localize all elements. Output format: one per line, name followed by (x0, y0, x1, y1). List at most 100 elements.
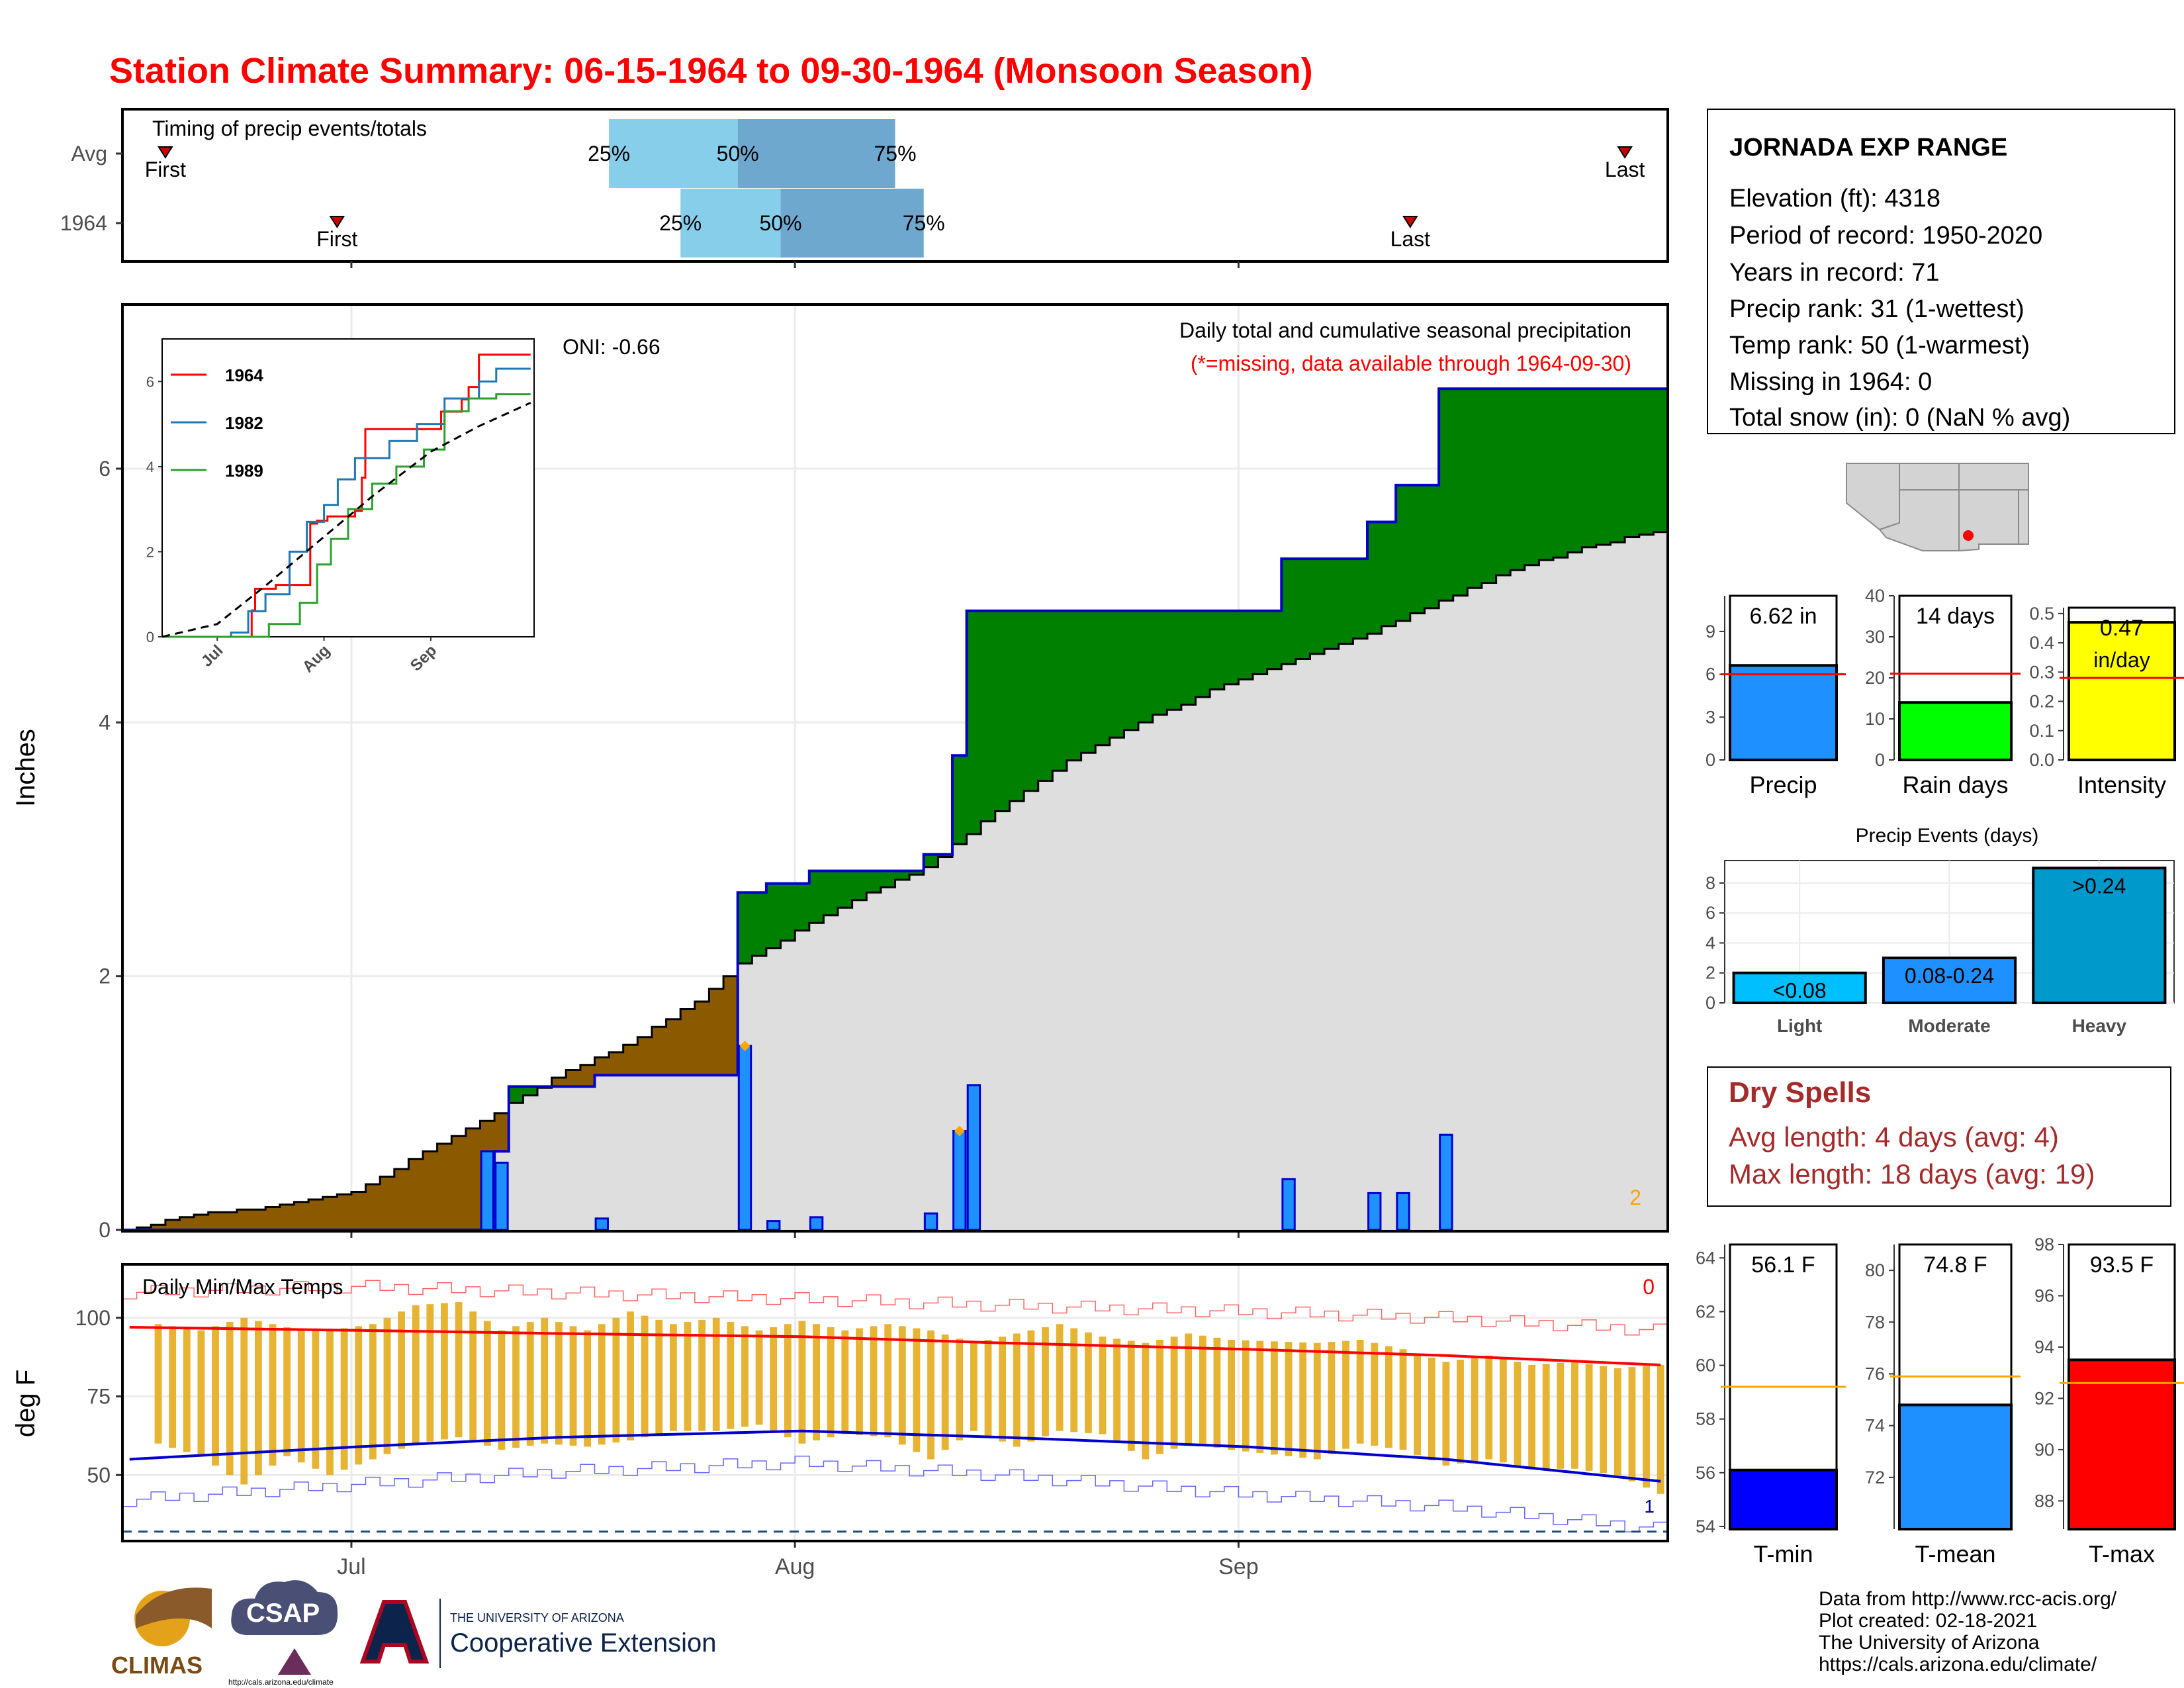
bar-panel-title: T-min (1754, 1540, 1813, 1568)
bar-panel-ytick-label: 40 (1865, 586, 1885, 606)
surplus-segment (1281, 559, 1297, 665)
daily-temp-range-bar (541, 1317, 549, 1444)
surplus-segment (852, 870, 867, 900)
map-state-new-mexico (1958, 489, 2019, 552)
daily-temp-range-bar (1499, 1358, 1507, 1463)
daily-temp-range-bar (1514, 1362, 1522, 1466)
daily-temp-range-bar (898, 1326, 906, 1445)
surplus-segment (995, 610, 1011, 812)
timing-last-marker (1402, 216, 1418, 228)
daily-temp-range-bar (569, 1326, 577, 1446)
daily-temp-range-bar (684, 1322, 692, 1431)
deficit-segment (651, 1027, 667, 1076)
daily-temp-range-bar (870, 1326, 878, 1436)
daily-temp-range-bar (1142, 1342, 1150, 1460)
extreme-precip-marker (739, 1041, 751, 1052)
surplus-segment (966, 610, 981, 834)
daily-temp-range-bar (340, 1328, 348, 1470)
daily-temp-range-bar (212, 1326, 219, 1466)
station-line-4: Precip rank: 31 (1-wettest) (1729, 295, 2025, 323)
daily-temp-range-bar (841, 1330, 849, 1434)
surplus-segment (1524, 389, 1540, 565)
precip-panel-frame (121, 303, 1669, 1233)
daily-temp-range-bar (655, 1319, 663, 1434)
daily-temp-range-bar (512, 1326, 520, 1448)
bar-panel-value-bar (1729, 664, 1838, 762)
tmin-record-line (122, 1456, 1668, 1532)
bar-panel-value-label: 93.5 F (2090, 1252, 2154, 1278)
daily-precip-bar (494, 1161, 509, 1231)
inset-legend-label-1982: 1982 (225, 413, 263, 433)
precip-events-panel: Precip Events (days) 0 2 4 6 8 <0.08 Light 0.08… (1706, 825, 2175, 1036)
csap-url-text: http://cals.arizona.edu/climate (228, 1677, 334, 1687)
station-line-3: Years in record: 71 (1729, 259, 1940, 287)
bar-panel-ytick-label: 74 (1865, 1416, 1885, 1436)
precip-layer (122, 387, 1668, 1231)
surplus-segment (1539, 389, 1554, 560)
daily-temp-range-bar (254, 1321, 262, 1476)
events-ytick-label: 0 (1706, 993, 1715, 1013)
deficit-segment (151, 1225, 166, 1230)
daily-temp-range-bar (1542, 1364, 1550, 1469)
surplus-segment (1324, 559, 1340, 649)
bar-panel-ytick-label: 9 (1706, 622, 1715, 641)
daily-temp-range-bar (1084, 1332, 1092, 1433)
surplus-segment (1224, 610, 1239, 684)
surplus-segment (1024, 610, 1039, 791)
dry-spells-frame (1707, 1066, 2171, 1207)
surplus-segment (795, 883, 810, 931)
daily-temp-range-bar (1099, 1336, 1107, 1434)
temperature-ylabel: deg F (11, 1370, 40, 1437)
station-line-6: Missing in 1964: 0 (1729, 368, 1932, 396)
surplus-segment (508, 1086, 523, 1103)
daily-temp-range-bar (297, 1328, 305, 1463)
daily-temp-range-bar (1399, 1349, 1407, 1450)
surplus-segment (1167, 610, 1182, 710)
deficit-segment (394, 1169, 410, 1230)
precip-ylabel: Inches (11, 729, 40, 807)
daily-temp-range-bar (526, 1322, 534, 1446)
bar-panel-value-bar (1898, 701, 2013, 761)
surplus-segment (1210, 610, 1225, 690)
surplus-segment (752, 892, 767, 956)
daily-temp-range-bar (283, 1327, 291, 1456)
daily-temp-range-bar (755, 1330, 763, 1425)
timing-last-label: Last (1605, 158, 1645, 181)
daily-temp-range-bar (169, 1326, 177, 1448)
surplus-segment (1625, 389, 1640, 538)
deficit-segment (380, 1176, 395, 1230)
daily-temp-range-bar (1342, 1340, 1349, 1449)
daily-temp-range-bar (1571, 1362, 1578, 1469)
bar-panel-intensity: 0.0 0.1 0.2 0.3 0.4 0.5 0.47 in/day Intensity (2029, 604, 2184, 798)
surplus-segment (1610, 389, 1625, 543)
surplus-segment (880, 870, 896, 888)
surplus-segment (866, 870, 882, 893)
timing-p75-label: 75% (903, 211, 945, 235)
map-state-colorado (1958, 463, 2029, 491)
events-layer: 0 2 4 6 8 <0.08 Light 0.08-0.24 Moderate >0.24 Hea… (1706, 860, 2175, 1036)
ua-a-icon (359, 1600, 430, 1664)
timing-p25-label: 25% (588, 142, 630, 165)
map-state-utah (1899, 463, 1960, 491)
surplus-segment (1396, 485, 1411, 621)
daily-temp-range-bar (798, 1321, 806, 1444)
timing-row-label: 1964 (60, 211, 107, 235)
surplus-segment (1295, 559, 1311, 659)
bar-panel-title: Precip (1749, 771, 1817, 798)
daily-temp-range-bar (197, 1330, 205, 1456)
daily-temp-range-bar (1256, 1340, 1264, 1453)
bar-panel-value-bar (1898, 1403, 2013, 1530)
bar-panel-ytick-label: 0.3 (2029, 662, 2054, 682)
bar-panel-ytick-label: 64 (1696, 1248, 1715, 1268)
daily-temp-range-bar (1070, 1328, 1078, 1432)
bar-panel-ytick-label: 6 (1706, 665, 1715, 684)
events-ytick-label: 4 (1706, 933, 1715, 953)
temp-layer: 50 75 100 Jul Aug Sep (75, 1264, 1668, 1579)
deficit-segment (294, 1201, 309, 1230)
deficit-segment (165, 1219, 181, 1230)
surplus-segment (823, 870, 839, 915)
station-info-frame (1707, 109, 2175, 434)
page-title: Station Climate Summary: 06-15-1964 to 0… (109, 51, 1313, 91)
daily-temp-range-bar (1242, 1340, 1250, 1452)
daily-temp-range-bar (627, 1311, 634, 1440)
